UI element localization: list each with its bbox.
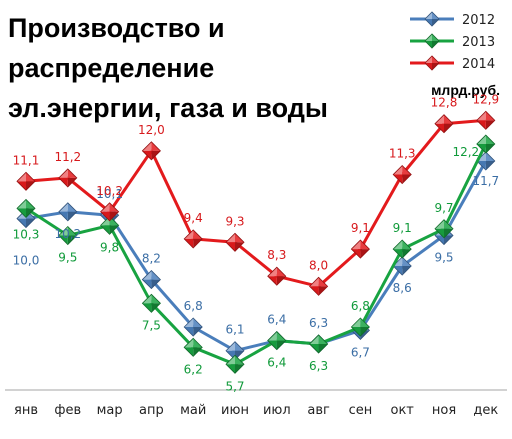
data-label-2013-янв: 10,3 [13,227,40,241]
data-label-2014-апр: 12,0 [138,123,165,137]
data-point-2014-авг [309,276,329,296]
x-tick-label-сен: сен [349,403,373,418]
data-point-2012-фев [58,202,78,222]
data-label-2013-мар: 9,8 [100,240,119,254]
legend: 2012 2013 2014 [410,11,495,72]
x-tick-label-мар: мар [97,403,123,418]
data-point-2012-май [183,317,203,337]
data-point-2014-янв [16,171,36,191]
data-label-2013-май: 6,2 [184,362,203,376]
data-point-2013-июн [225,354,245,374]
legend-marker-2012 [424,11,440,27]
legend-label-2013: 2013 [462,35,495,50]
data-point-2014-фев [58,168,78,188]
data-point-2013-окт [392,239,412,259]
data-label-2012-окт: 8,6 [393,281,412,295]
data-label-2013-апр: 7,5 [142,318,161,332]
x-tick-label-ноя: ноя [432,403,456,418]
series-2013 [16,134,496,374]
data-label-2012-авг: 6,3 [309,316,328,330]
legend-label-2012: 2012 [462,13,495,28]
data-label-2012-июн: 6,1 [225,323,244,337]
data-label-2013-окт: 9,1 [393,221,412,235]
data-point-2014-мар [100,202,120,222]
x-tick-label-июн: июн [221,403,249,418]
x-tick-label-фев: фев [54,403,81,418]
data-label-2014-июн: 9,3 [225,214,244,228]
data-label-2014-май: 9,4 [184,211,203,225]
x-tick-label-янв: янв [14,403,38,418]
data-label-2014-окт: 11,3 [389,147,416,161]
chart-title-line-2: распределение [8,53,214,83]
data-point-2014-июл [267,266,287,286]
legend-item-2012: 2012 [410,11,495,28]
data-label-2012-июл: 6,4 [267,313,286,327]
data-label-2012-мар: 10,1 [96,187,123,201]
data-label-2012-янв: 10,0 [13,254,40,268]
data-labels-layer: 10,010,210,18,26,86,16,4 6,36,78,69,511,7… [13,92,500,393]
data-point-2013-сен [350,317,370,337]
data-label-2014-янв: 11,1 [13,153,40,167]
data-point-2012-окт [392,256,412,276]
x-tick-labels: янв фев мар апр май июн июл авг сен окт ноя дек [14,403,498,418]
series-layer [16,110,496,374]
data-label-2013-июл: 6,4 [267,356,286,370]
data-label-2012-сен: 6,7 [351,345,370,359]
data-point-2014-апр [141,141,161,161]
series-line-2014 [25,118,486,288]
unit-label: млрд.руб. [431,82,500,98]
data-label-2012-май: 6,8 [184,299,203,313]
data-label-2012-ноя: 9,5 [434,251,453,265]
data-point-2013-янв [16,198,36,218]
data-label-2012-дек: 11,7 [472,174,499,188]
x-tick-label-апр: апр [139,403,164,418]
data-label-2013-июн: 5,7 [225,379,244,393]
data-point-2013-июл [267,330,287,351]
legend-item-2013: 2013 [410,33,495,50]
data-point-2013-авг [309,334,329,354]
data-point-2013-ноя [434,219,454,239]
data-label-2014-мар: 10,2 [96,184,123,198]
data-label-2014-авг: 8,0 [309,258,328,272]
legend-label-2014: 2014 [462,57,495,72]
chart-title-line-3: эл.энергии, газа и воды [8,93,328,123]
data-point-2014-сен [350,239,370,259]
series-2014 [16,110,496,296]
data-point-2013-апр [141,293,161,313]
x-tick-label-дек: дек [473,403,498,418]
data-point-2014-ноя [434,114,454,134]
data-point-2013-май [183,337,203,357]
data-point-2013-дек [476,134,496,154]
legend-marker-2014 [424,55,440,71]
x-tick-label-окт: окт [391,403,415,418]
data-label-2014-дек: 12,9 [472,92,499,106]
data-label-2013-дек: 12,2 [452,145,479,159]
data-point-2013-фев [58,225,78,246]
data-label-2013-авг: 6,3 [309,359,328,373]
data-point-2014-дек [476,110,496,130]
data-point-2014-май [183,229,203,249]
data-label-2012-фев: 10,2 [54,227,81,241]
legend-marker-2013 [424,33,440,49]
data-label-2014-июл: 8,3 [267,248,286,262]
data-point-2014-окт [392,164,412,185]
x-tick-label-авг: авг [307,403,330,418]
legend-item-2014: 2014 [410,55,495,72]
chart-title-line-1: Производство и [8,13,225,43]
data-label-2014-фев: 11,2 [54,150,81,164]
data-point-2012-апр [141,270,161,290]
x-tick-label-июл: июл [263,403,291,418]
data-label-2013-сен: 6,8 [351,299,370,313]
data-label-2013-ноя: 9,7 [434,201,453,215]
data-label-2013-фев: 9,5 [58,251,77,265]
data-label-2014-ноя: 12,8 [431,96,458,110]
data-label-2014-сен: 9,1 [351,221,370,235]
x-tick-label-май: май [180,403,206,418]
data-label-2012-апр: 8,2 [142,252,161,266]
data-point-2014-июн [225,232,245,252]
